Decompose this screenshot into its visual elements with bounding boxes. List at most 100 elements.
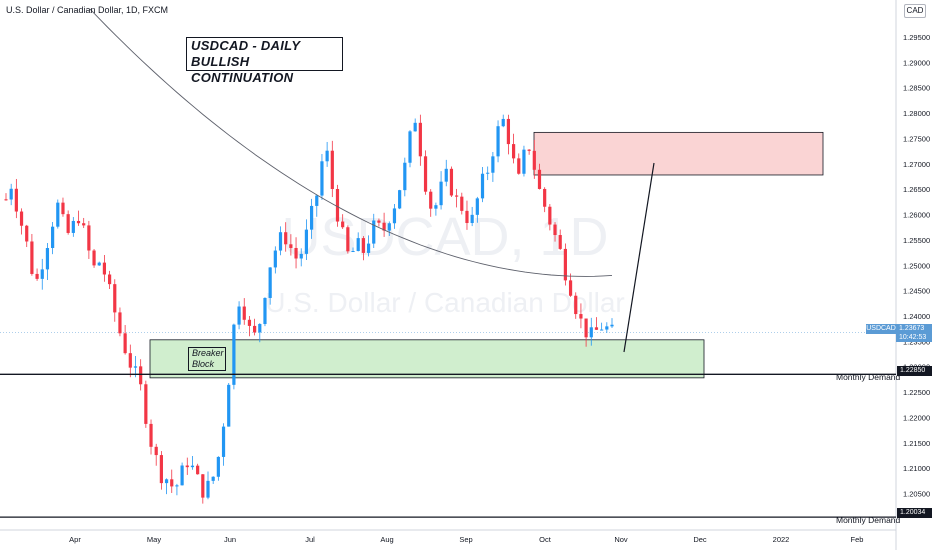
candle-body-45 [237, 306, 241, 325]
candle-body-73 [382, 222, 386, 231]
candle-body-27 [144, 384, 148, 424]
level-badge-lower: 1.20034 [897, 508, 932, 518]
candle-body-39 [206, 480, 210, 498]
candle-body-35 [185, 465, 189, 468]
candle-body-91 [475, 198, 479, 215]
candle-body-101 [527, 149, 531, 151]
candle-body-67 [351, 251, 355, 253]
candle-body-40 [211, 476, 215, 481]
candle-body-72 [377, 220, 381, 223]
candle-body-33 [175, 485, 179, 487]
candle-body-41 [216, 456, 220, 477]
currency-button[interactable]: CAD [904, 4, 926, 18]
candle-body-43 [227, 384, 231, 427]
candle-body-1 [9, 188, 13, 200]
candle-body-8 [45, 248, 50, 270]
candle-body-24 [128, 353, 132, 368]
candle-body-30 [159, 455, 163, 484]
candle-body-58 [304, 229, 309, 254]
level-badge-upper: 1.22850 [897, 366, 932, 376]
candle-body-69 [361, 238, 365, 253]
candle-body-78 [408, 131, 412, 163]
monthly-demand-label-lower: Monthly Demand [836, 515, 901, 525]
candle-body-108 [563, 248, 567, 281]
candle-body-107 [558, 235, 562, 249]
candle-body-98 [511, 144, 516, 159]
y-tick-label-13: 1.27000 [903, 160, 930, 169]
y-tick-label-4: 1.22500 [903, 388, 930, 397]
y-tick-label-2: 1.21500 [903, 439, 930, 448]
candle-body-59 [309, 205, 314, 230]
chart-title-annotation: USDCAD - DAILY BULLISH CONTINUATION [186, 37, 343, 85]
candle-body-20 [107, 274, 112, 285]
current-symbol-badge: USDCAD [866, 324, 896, 334]
candle-body-84 [439, 181, 443, 206]
candle-body-71 [372, 220, 376, 244]
candle-body-66 [346, 227, 350, 252]
candle-body-37 [196, 465, 200, 475]
x-tick-label-9: 2022 [773, 535, 790, 544]
candle-body-63 [330, 150, 334, 190]
candle-body-34 [180, 465, 184, 486]
x-tick-label-5: Sep [459, 535, 472, 544]
x-tick-label-8: Dec [693, 535, 707, 544]
moving-average-line [89, 8, 613, 277]
candle-body-76 [398, 190, 402, 209]
candle-body-18 [97, 262, 101, 266]
candle-body-64 [335, 189, 340, 222]
candle-body-113 [589, 327, 593, 338]
candle-body-68 [356, 238, 360, 252]
candle-body-106 [553, 224, 557, 236]
x-tick-label-6: Oct [539, 535, 552, 544]
y-tick-label-8: 1.24500 [903, 287, 930, 296]
candle-body-51 [268, 267, 272, 298]
x-tick-label-4: Aug [380, 535, 393, 544]
candle-body-104 [543, 188, 547, 207]
breaker-block-label: Breaker Block [188, 347, 226, 371]
candle-body-95 [496, 126, 500, 157]
y-tick-label-16: 1.28500 [903, 84, 930, 93]
candle-body-109 [568, 280, 573, 296]
candle-body-38 [201, 474, 205, 498]
candle-body-65 [341, 221, 345, 228]
candle-body-89 [465, 210, 469, 224]
y-tick-label-11: 1.26000 [903, 211, 930, 220]
title-line-1: USDCAD - DAILY [191, 38, 301, 53]
candle-body-112 [584, 318, 588, 338]
candle-body-111 [579, 314, 583, 319]
candle-body-19 [102, 262, 107, 275]
candle-body-105 [548, 206, 552, 225]
candle-body-29 [154, 446, 158, 456]
candle-body-56 [294, 247, 298, 259]
breaker-line-1: Breaker [192, 348, 224, 358]
y-tick-label-12: 1.26500 [903, 185, 930, 194]
candle-body-94 [491, 156, 495, 173]
y-tick-label-0: 1.20500 [903, 489, 930, 498]
candle-body-100 [522, 149, 526, 174]
candle-body-75 [392, 208, 397, 224]
candle-body-5 [30, 241, 34, 274]
candle-body-3 [19, 211, 24, 226]
candle-body-42 [221, 426, 226, 457]
candle-body-7 [40, 269, 44, 279]
x-tick-label-1: May [147, 535, 161, 544]
candle-body-79 [413, 122, 417, 132]
candle-body-28 [149, 423, 153, 447]
candle-body-9 [51, 226, 55, 249]
candle-body-47 [247, 319, 252, 326]
y-tick-label-15: 1.28000 [903, 109, 930, 118]
y-tick-label-14: 1.27500 [903, 134, 930, 143]
current-price-badge: 1.23673 10:42:53 [896, 324, 932, 342]
candle-body-88 [460, 196, 464, 211]
y-tick-label-18: 1.29500 [903, 33, 930, 42]
candle-body-44 [232, 324, 236, 385]
candle-body-50 [263, 297, 267, 325]
x-tick-label-7: Nov [614, 535, 628, 544]
candle-body-110 [574, 295, 578, 315]
candle-body-16 [87, 225, 91, 251]
candle-body-31 [164, 479, 169, 484]
candle-body-36 [190, 465, 195, 468]
candle-body-93 [486, 172, 490, 174]
candle-body-17 [92, 250, 96, 266]
